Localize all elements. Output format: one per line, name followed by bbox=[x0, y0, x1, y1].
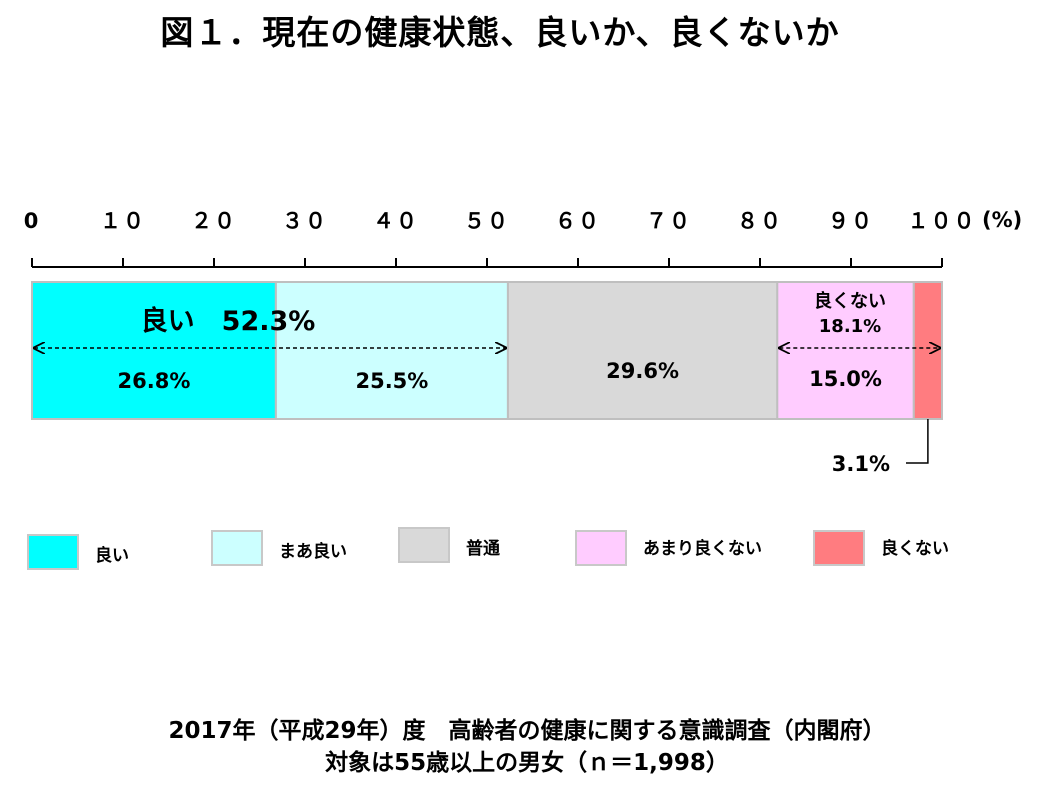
x-axis: 0 １０ ２０ ３０ ４０ ５０ ６０ ７０ ８０ ９０ １００ (%) bbox=[24, 208, 1022, 268]
x-axis-unit: (%) bbox=[982, 208, 1022, 232]
annotations: 26.8% 25.5% 29.6% 15.0% 3.1% 良い 52.3% 良くない 18.1… bbox=[34, 290, 940, 476]
bar-segment-3 bbox=[506, 281, 779, 420]
x-tick-label: ６０ bbox=[555, 209, 601, 233]
data-label-5: 3.1% bbox=[832, 452, 890, 476]
legend-swatch bbox=[398, 527, 450, 563]
stacked-bar-chart: 0 １０ ２０ ３０ ４０ ５０ ６０ ７０ ８０ ９０ １００ (%) 26.8% 25.5% 29.6… bbox=[24, 208, 1023, 476]
source-line-2: 対象は55歳以上の男女（ｎ＝1,998） bbox=[325, 750, 729, 776]
x-tick-label: ９０ bbox=[828, 209, 874, 233]
x-tick-label: １００ bbox=[908, 209, 977, 233]
source-line-1: 2017年（平成29年）度 高齢者の健康に関する意識調査（内閣府） bbox=[168, 718, 886, 744]
bar-segment-5 bbox=[912, 281, 943, 420]
x-tick-label: １０ bbox=[100, 209, 146, 233]
legend-label: 普通 bbox=[466, 539, 500, 559]
legend-swatch bbox=[27, 534, 79, 570]
x-tick-label: ４０ bbox=[373, 209, 419, 233]
bar-segments bbox=[31, 281, 943, 420]
x-tick-label: ３０ bbox=[282, 209, 328, 233]
legend-label: 良い bbox=[95, 546, 129, 566]
legend-swatch bbox=[575, 530, 627, 566]
bar-segment-1 bbox=[31, 281, 277, 420]
data-label-3: 29.6% bbox=[606, 359, 679, 383]
bar-segment-2 bbox=[274, 281, 509, 420]
legend-label: まあ良い bbox=[279, 542, 347, 562]
legend-swatch bbox=[813, 530, 865, 566]
data-label-1: 26.8% bbox=[118, 369, 191, 393]
chart-title: 図１．現在の健康状態、良いか、良くないか bbox=[160, 13, 840, 52]
data-label-2: 25.5% bbox=[355, 369, 428, 393]
x-tick-label: ７０ bbox=[646, 209, 692, 233]
legend-swatch bbox=[211, 530, 263, 566]
x-tick-label: 0 bbox=[24, 209, 41, 233]
data-label-4: 15.0% bbox=[809, 367, 882, 391]
legend-label: あまり良くない bbox=[643, 539, 762, 559]
leader-line bbox=[906, 419, 929, 464]
x-tick-label: ８０ bbox=[737, 209, 783, 233]
x-tick-label: ５０ bbox=[464, 209, 510, 233]
legend-label: 良くない bbox=[881, 539, 949, 559]
good-group-label: 良い 52.3% bbox=[141, 305, 316, 337]
x-tick-label: ２０ bbox=[191, 209, 237, 233]
bad-group-label: 良くない 18.1% bbox=[814, 290, 886, 337]
